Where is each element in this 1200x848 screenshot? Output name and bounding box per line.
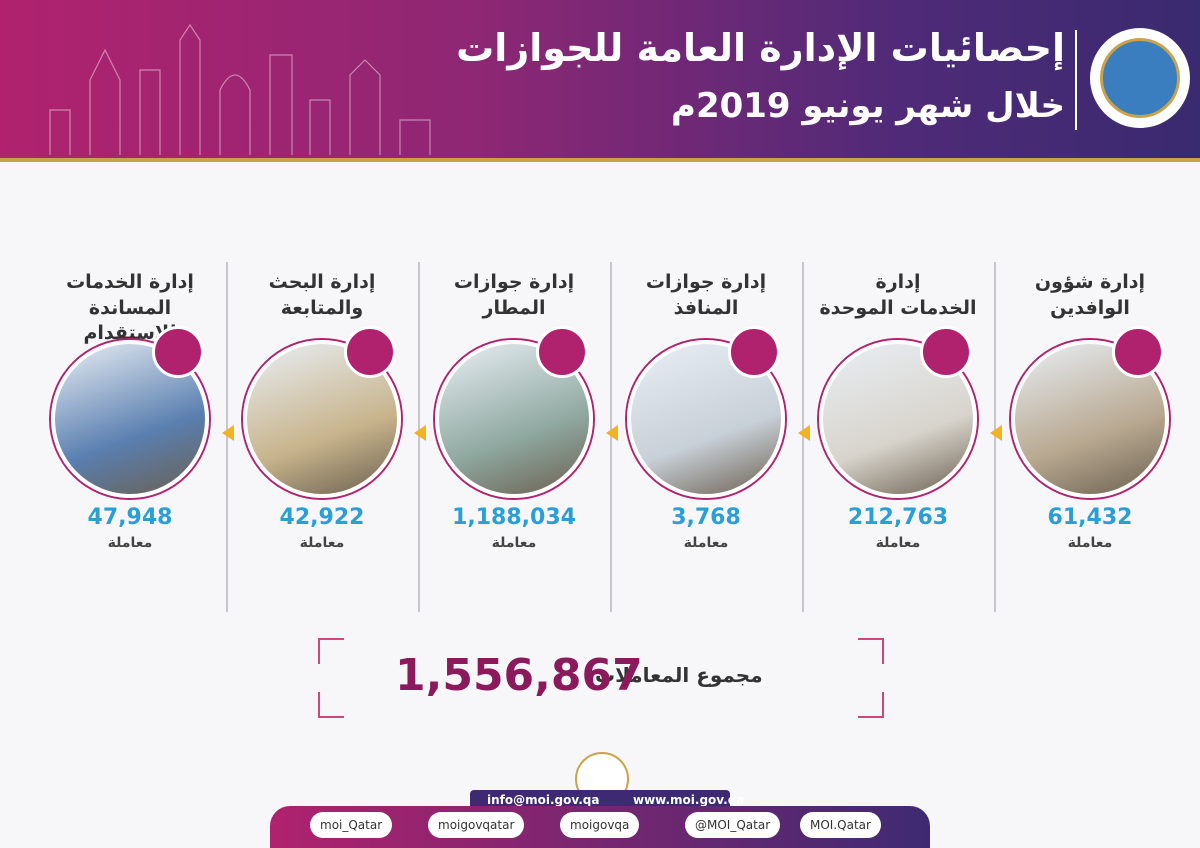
email[interactable]: info@moi.gov.qa — [487, 793, 600, 807]
total-value: 1,556,867 — [395, 650, 643, 701]
social-handle[interactable]: moigovqatar — [428, 812, 525, 838]
department-unit: معاملة — [875, 535, 921, 551]
department-icon — [344, 326, 396, 378]
department-name: الخدمات الموحدة — [819, 297, 977, 319]
bracket — [318, 692, 344, 718]
skyline — [49, 23, 431, 155]
department-name: إدارة جوازات — [453, 271, 575, 293]
department-name: والمتابعة — [280, 297, 364, 319]
bracket — [858, 692, 884, 718]
department-name: إدارة جوازات — [645, 271, 767, 293]
arrow — [414, 425, 426, 441]
social-handle[interactable]: MOI.Qatar — [800, 812, 881, 838]
website[interactable]: www.moi.gov.qa — [633, 793, 745, 807]
title: إحصائيات الإدارة العامة للجوازات — [456, 26, 1065, 70]
department-name: إدارة شؤون — [1034, 271, 1146, 293]
department-unit: معاملة — [683, 535, 729, 551]
department-icon — [728, 326, 780, 378]
department-unit: معاملة — [299, 535, 345, 551]
department-name: المنافذ — [673, 297, 739, 319]
bracket — [858, 638, 884, 664]
logo-emblem — [1100, 38, 1180, 118]
department-icon — [1112, 326, 1164, 378]
department-unit: معاملة — [491, 535, 537, 551]
total-label: مجموع المعاملات — [595, 663, 763, 687]
department-name: المطار — [482, 297, 546, 319]
social-handle[interactable]: moigovqa — [560, 812, 640, 838]
department-photo — [819, 340, 977, 498]
department-icon — [920, 326, 972, 378]
logo — [1090, 28, 1190, 128]
arrow — [222, 425, 234, 441]
department-name: إدارة البحث — [268, 271, 376, 293]
department-unit: معاملة — [1067, 535, 1113, 551]
department-name: إدارة — [875, 271, 921, 293]
department-value: 3,768 — [671, 505, 741, 530]
department-value: 212,763 — [847, 505, 949, 530]
department-value: 61,432 — [1047, 505, 1133, 530]
social-handle[interactable]: moi_Qatar — [310, 812, 393, 838]
department-icon — [536, 326, 588, 378]
department-value: 1,188,034 — [452, 505, 576, 530]
department-icon — [152, 326, 204, 378]
separator — [1075, 30, 1077, 130]
department-value: 47,948 — [87, 505, 173, 530]
department-unit: معاملة — [107, 535, 153, 551]
header-banner: إحصائيات الإدارة العامة للجوازات خلال شه… — [0, 0, 1200, 162]
department-value: 42,922 — [279, 505, 365, 530]
department-name: الوافدين — [1050, 297, 1130, 319]
arrow — [990, 425, 1002, 441]
department-name: إدارة الخدمات — [66, 271, 194, 293]
department-name: المساندة للاستقدام — [83, 297, 177, 344]
bracket — [318, 638, 344, 664]
arrow — [606, 425, 618, 441]
social-handle[interactable]: @MOI_Qatar — [685, 812, 781, 838]
subtitle: خلال شهر يونيو 2019م — [671, 86, 1065, 126]
arrow — [798, 425, 810, 441]
